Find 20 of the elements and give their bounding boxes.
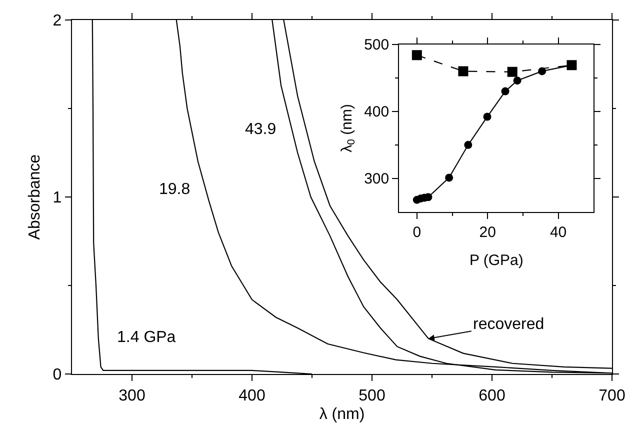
y-axis-title: Absorbance [26,154,44,240]
x-tick-label: 400 [238,387,266,404]
y-tick-label: 2 [52,12,62,30]
x-tick-label: 300 [118,387,146,404]
x-axis-title: λ (nm) [319,406,365,423]
x-tick-label: 700 [598,387,626,404]
series-label: 19.8 [159,181,190,198]
y-tick-label: 1 [52,190,62,207]
annotation: recovered [473,316,544,333]
x-tick-label: 40 [550,224,567,241]
x-tick-label: 600 [478,387,506,404]
series-label: 1.4 GPa [117,329,176,346]
y-tick-label: 300 [364,170,390,188]
series-label: 43.9 [245,121,276,138]
x-axis-title: P (GPa) [469,252,524,269]
x-tick-label: 0 [412,224,422,241]
x-tick-label: 20 [479,224,496,241]
y-tick-label: 500 [364,36,390,54]
y-tick-label: 400 [364,104,390,121]
y-tick-label: 0 [52,366,62,384]
